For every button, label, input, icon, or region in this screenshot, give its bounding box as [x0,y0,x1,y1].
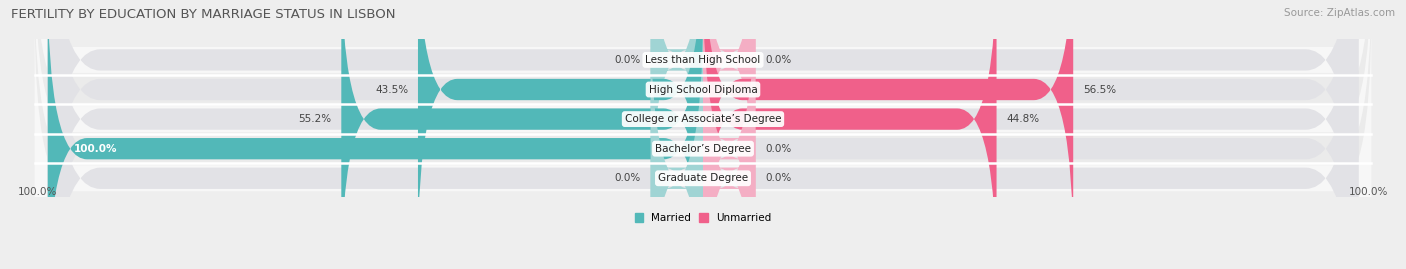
Text: Graduate Degree: Graduate Degree [658,173,748,183]
FancyBboxPatch shape [48,0,1358,269]
FancyBboxPatch shape [35,0,1371,269]
Text: Bachelor’s Degree: Bachelor’s Degree [655,144,751,154]
FancyBboxPatch shape [35,0,1371,254]
Text: 56.5%: 56.5% [1083,84,1116,94]
FancyBboxPatch shape [703,0,997,269]
Text: College or Associate’s Degree: College or Associate’s Degree [624,114,782,124]
FancyBboxPatch shape [35,14,1371,269]
Text: High School Diploma: High School Diploma [648,84,758,94]
FancyBboxPatch shape [342,0,703,269]
FancyBboxPatch shape [48,0,703,269]
Text: FERTILITY BY EDUCATION BY MARRIAGE STATUS IN LISBON: FERTILITY BY EDUCATION BY MARRIAGE STATU… [11,8,395,21]
Text: 0.0%: 0.0% [765,173,792,183]
FancyBboxPatch shape [35,0,1371,269]
FancyBboxPatch shape [418,0,703,256]
Text: 100.0%: 100.0% [18,187,58,197]
Text: 0.0%: 0.0% [614,173,641,183]
FancyBboxPatch shape [48,0,1358,269]
FancyBboxPatch shape [48,0,1358,269]
FancyBboxPatch shape [651,0,703,227]
Text: Source: ZipAtlas.com: Source: ZipAtlas.com [1284,8,1395,18]
FancyBboxPatch shape [48,0,1358,269]
Text: 100.0%: 100.0% [1348,187,1388,197]
Text: 0.0%: 0.0% [765,55,792,65]
Text: 43.5%: 43.5% [375,84,408,94]
Text: 0.0%: 0.0% [614,55,641,65]
Text: 100.0%: 100.0% [75,144,118,154]
FancyBboxPatch shape [35,0,1371,224]
FancyBboxPatch shape [703,0,755,227]
Text: Less than High School: Less than High School [645,55,761,65]
Text: 0.0%: 0.0% [765,144,792,154]
Text: 44.8%: 44.8% [1007,114,1039,124]
FancyBboxPatch shape [703,0,1073,256]
FancyBboxPatch shape [703,11,755,269]
FancyBboxPatch shape [48,0,1358,269]
Legend: Married, Unmarried: Married, Unmarried [630,209,776,227]
Text: 55.2%: 55.2% [298,114,332,124]
FancyBboxPatch shape [651,11,703,269]
FancyBboxPatch shape [703,0,755,269]
